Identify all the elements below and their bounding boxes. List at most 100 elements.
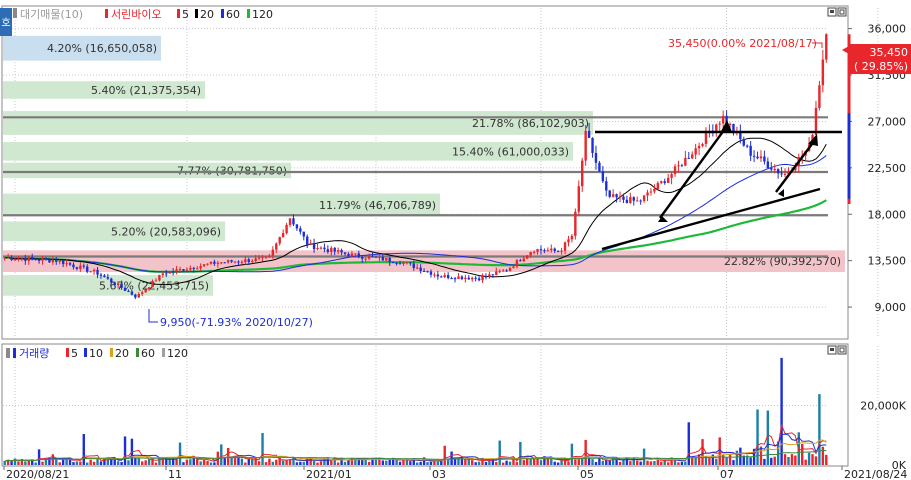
current-price-box	[849, 44, 911, 74]
candle-body	[147, 287, 151, 290]
maximize-button[interactable]	[837, 7, 847, 17]
volume-bar	[302, 462, 305, 465]
volume-bar	[295, 462, 299, 465]
volume-bar	[670, 457, 673, 465]
candle-body	[746, 145, 749, 147]
candle-body	[374, 256, 378, 258]
candle-body	[357, 253, 360, 258]
volume-bar	[141, 461, 144, 465]
candle-body	[165, 273, 168, 275]
candle-body	[192, 267, 195, 269]
candle-body	[680, 165, 684, 167]
volume-panel-buttons[interactable]	[827, 345, 847, 355]
candle-body	[154, 280, 158, 282]
volume-bar	[563, 459, 567, 465]
candle-body	[58, 260, 61, 262]
volume-bar	[175, 459, 178, 465]
candle-body	[598, 162, 601, 172]
trend-arrowhead	[658, 216, 668, 222]
volume-bar	[756, 409, 759, 465]
candle-body	[625, 199, 629, 203]
legend-stock-name: 서린바이오	[111, 8, 162, 21]
volume-bar	[526, 458, 529, 465]
volume-bar	[340, 457, 343, 465]
volume-bar	[728, 453, 732, 465]
candle-body	[92, 269, 96, 272]
candle-body	[323, 247, 326, 250]
volume-bar	[154, 462, 158, 465]
volume-bar	[24, 461, 27, 465]
volume-bar	[632, 457, 635, 465]
volume-maximize-button[interactable]	[837, 345, 847, 355]
candle-body	[196, 268, 199, 270]
volume-bar	[742, 455, 745, 465]
candle-body	[653, 188, 656, 192]
candle-body	[99, 274, 103, 276]
candle-body	[663, 181, 666, 183]
candle-body	[116, 283, 120, 285]
candle-body	[278, 237, 281, 244]
candle-body	[206, 263, 209, 265]
candle-body	[247, 259, 250, 262]
date-tick-label: 11	[168, 468, 182, 480]
volume-bar	[55, 458, 58, 465]
volume-legend-ma-label: 10	[89, 347, 103, 360]
volume-bar	[323, 458, 326, 465]
candle-body	[608, 190, 611, 197]
low-annotation-leader	[148, 309, 158, 323]
candle-body	[271, 249, 275, 256]
candle-body	[615, 194, 618, 198]
volume-bar	[776, 441, 780, 465]
volume-bar	[567, 461, 570, 465]
volume-bar	[264, 462, 268, 465]
candle-body	[223, 262, 226, 264]
candle-body	[646, 192, 649, 196]
candle-body	[326, 249, 330, 252]
candle-body	[642, 195, 646, 201]
price-panel-buttons[interactable]	[827, 7, 847, 17]
candle-body	[567, 239, 570, 243]
candle-body	[749, 145, 752, 156]
candle-body	[340, 250, 343, 253]
volume-bar	[144, 460, 147, 465]
volume-bar	[687, 422, 690, 465]
candle-body	[739, 131, 742, 140]
date-tick-label: 2021/01	[306, 468, 352, 480]
volume-bar	[818, 394, 821, 465]
volume-bar	[268, 458, 271, 465]
legend-ma-label: 20	[200, 8, 214, 21]
candle-body	[488, 274, 491, 277]
candle-body	[759, 156, 763, 159]
candle-body	[560, 250, 563, 252]
candle-body	[508, 267, 512, 271]
volume-bar	[412, 458, 415, 465]
candle-body	[106, 277, 110, 279]
volume-bar	[316, 462, 319, 465]
candle-body	[766, 161, 770, 168]
volume-bar	[99, 461, 103, 465]
candle-body	[429, 271, 433, 275]
candle-body	[440, 276, 443, 278]
volume-bar	[361, 458, 364, 465]
candle-body	[732, 123, 735, 133]
volume-bar	[546, 458, 550, 465]
candle-body	[213, 261, 216, 264]
volume-bar	[137, 458, 140, 465]
volume-bar	[254, 457, 257, 465]
candle-body	[419, 267, 422, 272]
candle-body	[505, 270, 508, 272]
volume-bar	[821, 446, 825, 465]
volume-bar	[398, 461, 402, 465]
volume-bar	[673, 459, 677, 465]
candle-body	[481, 276, 484, 281]
candle-body	[220, 262, 223, 264]
volume-bar	[48, 457, 51, 465]
candle-body	[639, 200, 642, 202]
volume-bar	[240, 458, 244, 465]
volume-bar	[416, 462, 419, 465]
volume-bar	[357, 458, 360, 465]
volume-bar	[811, 454, 814, 465]
volume-bar	[367, 461, 371, 465]
volume-bar	[312, 461, 316, 465]
volume-bar	[715, 458, 718, 465]
